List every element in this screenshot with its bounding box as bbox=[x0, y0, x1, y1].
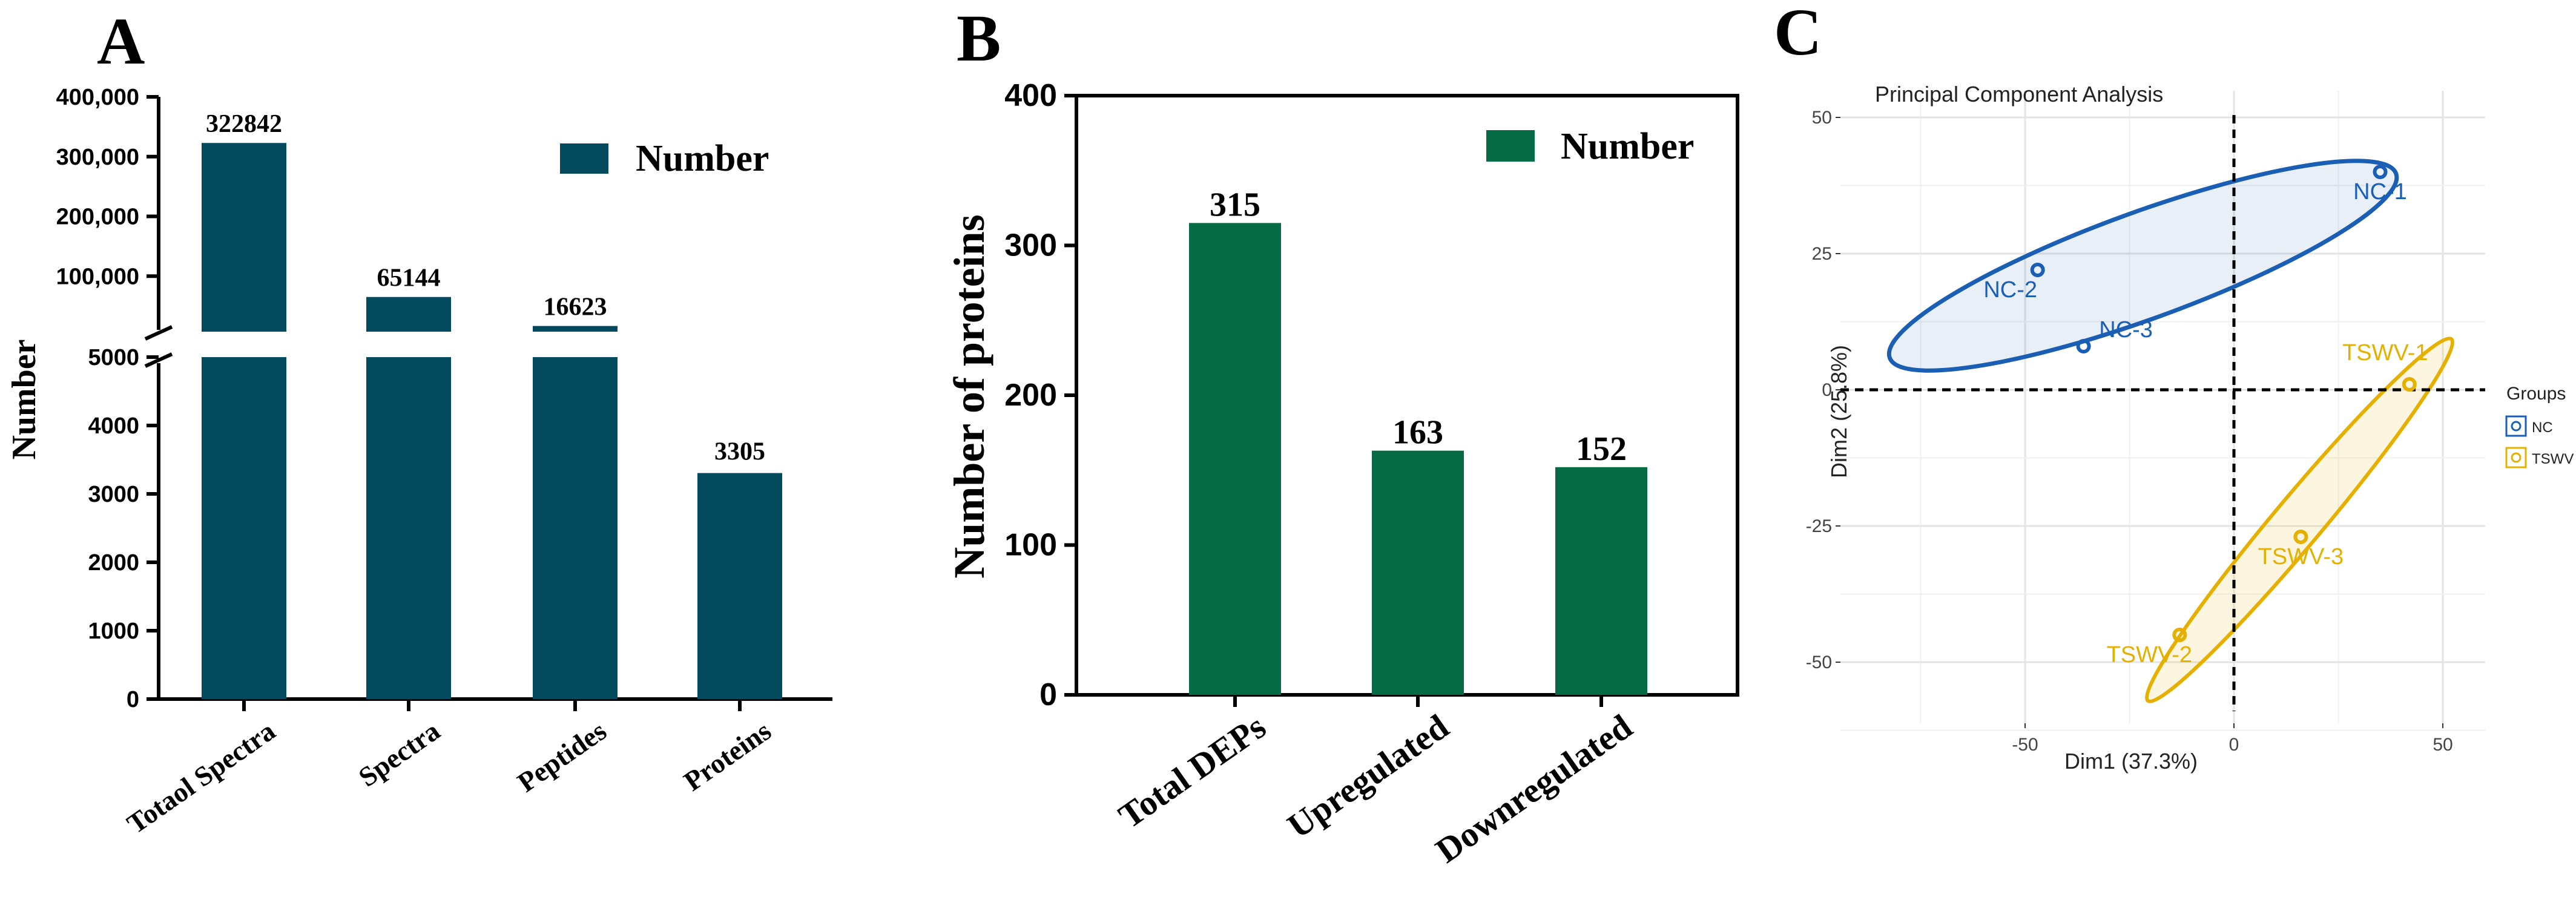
panel-c-legend-key-point bbox=[2511, 421, 2522, 432]
panel-c-point bbox=[2030, 263, 2045, 277]
panel-b-bar bbox=[1189, 223, 1281, 695]
panel-b-x-tick-label: Upregulated bbox=[1280, 706, 1456, 846]
panel-c-legend-key bbox=[2505, 415, 2527, 437]
panel-c-point-label: TSWV-2 bbox=[2107, 642, 2192, 668]
panel-b-x-tick-label: Total DEPs bbox=[1112, 706, 1273, 836]
panel-c-legend-label: TSWV bbox=[2532, 451, 2574, 467]
panel-c-y-tick-label: 50 bbox=[1812, 108, 1832, 128]
panel-b-y-tick-label: 300 bbox=[1004, 228, 1057, 263]
panel-c-letter: C bbox=[1774, 0, 1822, 69]
panel-b-data-label: 163 bbox=[1392, 414, 1443, 452]
panel-a-y-tick-label: 2000 bbox=[88, 550, 139, 576]
panel-a-x-tick-label: Spectra bbox=[353, 715, 446, 792]
panel-a-bar bbox=[697, 473, 782, 699]
panel-a-x-tick-label: Totaol Spectra bbox=[121, 715, 280, 840]
panel-a-bar-upper bbox=[366, 297, 451, 332]
panel-c-point bbox=[2293, 530, 2308, 544]
panel-c-point-label: TSWV-3 bbox=[2258, 544, 2344, 570]
panel-a-data-label: 16623 bbox=[544, 294, 607, 321]
panel-a-data-label: 3305 bbox=[714, 438, 765, 466]
panel-a-bar-upper bbox=[533, 326, 618, 332]
panel-a-letter: A bbox=[97, 4, 145, 78]
panel-a-bar-lower bbox=[533, 357, 618, 699]
panel-a-y-tick-label: 100,000 bbox=[56, 264, 139, 289]
panel-c-x-tick-label: 50 bbox=[2433, 735, 2452, 755]
panel-b: B 0 100 200 300 400 Number of proteins 315 Total… bbox=[945, 1, 1739, 870]
panel-b-y-tick-label: 0 bbox=[1039, 677, 1057, 712]
panel-b-legend-swatch bbox=[1486, 130, 1535, 162]
panel-c-point bbox=[2373, 165, 2388, 179]
panel-a-y-tick-label: 200,000 bbox=[56, 205, 139, 230]
panel-a-break-mark-top bbox=[144, 325, 173, 341]
panel-a-x-tick-label: Peptides bbox=[512, 715, 611, 798]
panel-a-y-tick-label: 0 bbox=[127, 687, 139, 712]
panel-c-y-tick-label: -50 bbox=[1806, 652, 1832, 672]
panel-b-data-label: 152 bbox=[1576, 430, 1627, 468]
panel-a-bar-lower bbox=[202, 357, 286, 699]
panel-c: C NC-1 NC-2 NC-3 TSWV-1 TSWV-2 TSWV-3 -50 0 50 -50… bbox=[1774, 0, 2574, 774]
panel-a-y-tick-label: 4000 bbox=[88, 413, 139, 439]
panel-c-point bbox=[2172, 628, 2187, 642]
panel-b-y-tick-label: 100 bbox=[1004, 528, 1057, 563]
panel-a-y-tick-label: 3000 bbox=[88, 482, 139, 507]
panel-c-y-tick-label: -25 bbox=[1806, 516, 1832, 536]
panel-a-y-tick-label: 1000 bbox=[88, 619, 139, 644]
panel-a-y-tick-label: 300,000 bbox=[56, 145, 139, 170]
panel-b-bar bbox=[1372, 450, 1464, 695]
panel-a-y-tick-label: 5000 bbox=[88, 345, 139, 370]
panel-c-ellipse-tswv bbox=[2144, 337, 2455, 703]
panel-c-point-label: TSWV-1 bbox=[2342, 340, 2428, 366]
panel-a-y-label: Number bbox=[5, 339, 43, 459]
panel-b-legend-label: Number bbox=[1561, 126, 1694, 167]
panel-a-y-tick-label: 400,000 bbox=[56, 85, 139, 110]
panel-c-x-tick-label: -50 bbox=[2012, 735, 2038, 755]
panel-a-break-mark-bottom bbox=[144, 352, 173, 368]
panel-c-x-tick-label: 0 bbox=[2229, 735, 2239, 755]
panel-b-x-tick-label: Downregulated bbox=[1429, 706, 1639, 870]
panel-b-y-label: Number of proteins bbox=[945, 214, 993, 578]
panel-c-point bbox=[2402, 377, 2417, 392]
panel-c-title: Principal Component Analysis bbox=[1875, 82, 2163, 107]
panel-b-letter: B bbox=[957, 1, 1001, 75]
panel-c-point-label: NC-3 bbox=[2099, 317, 2153, 343]
panel-c-legend-label: NC bbox=[2532, 419, 2553, 436]
panel-a-legend-label: Number bbox=[636, 138, 769, 179]
panel-c-ellipse-nc bbox=[1886, 159, 2399, 373]
panel-c-legend-title: Groups bbox=[2506, 384, 2566, 404]
panel-a: A 0 1000 2000 3000 4000 5000 100,000 200,000 300,… bbox=[5, 4, 832, 840]
panel-b-y-tick-label: 400 bbox=[1004, 78, 1057, 113]
panel-a-bar-upper bbox=[202, 143, 286, 332]
panel-a-data-label: 322842 bbox=[206, 110, 282, 138]
panel-a-bar-lower bbox=[366, 357, 451, 699]
panel-a-legend-swatch bbox=[560, 143, 608, 174]
panel-c-y-tick-label: 25 bbox=[1812, 244, 1832, 264]
panel-c-y-tick-label: 0 bbox=[1822, 380, 1832, 400]
panel-b-bar bbox=[1555, 467, 1647, 695]
panel-c-x-label: Dim1 (37.3%) bbox=[2064, 749, 2198, 774]
panel-c-grid bbox=[1840, 91, 2485, 731]
panel-c-legend-key bbox=[2505, 447, 2527, 468]
panel-c-legend-key-point bbox=[2511, 452, 2522, 463]
panel-c-y-label: Dim2 (25.8%) bbox=[1827, 345, 1851, 478]
panel-b-data-label: 315 bbox=[1210, 186, 1260, 223]
panel-a-x-tick-label: Proteins bbox=[678, 715, 777, 797]
panel-c-point-label: NC-1 bbox=[2353, 179, 2407, 205]
panel-c-point-label: NC-2 bbox=[1983, 277, 2037, 303]
panel-b-y-tick-label: 200 bbox=[1004, 378, 1057, 413]
panel-c-point bbox=[2076, 339, 2091, 353]
panel-a-data-label: 65144 bbox=[377, 264, 441, 292]
